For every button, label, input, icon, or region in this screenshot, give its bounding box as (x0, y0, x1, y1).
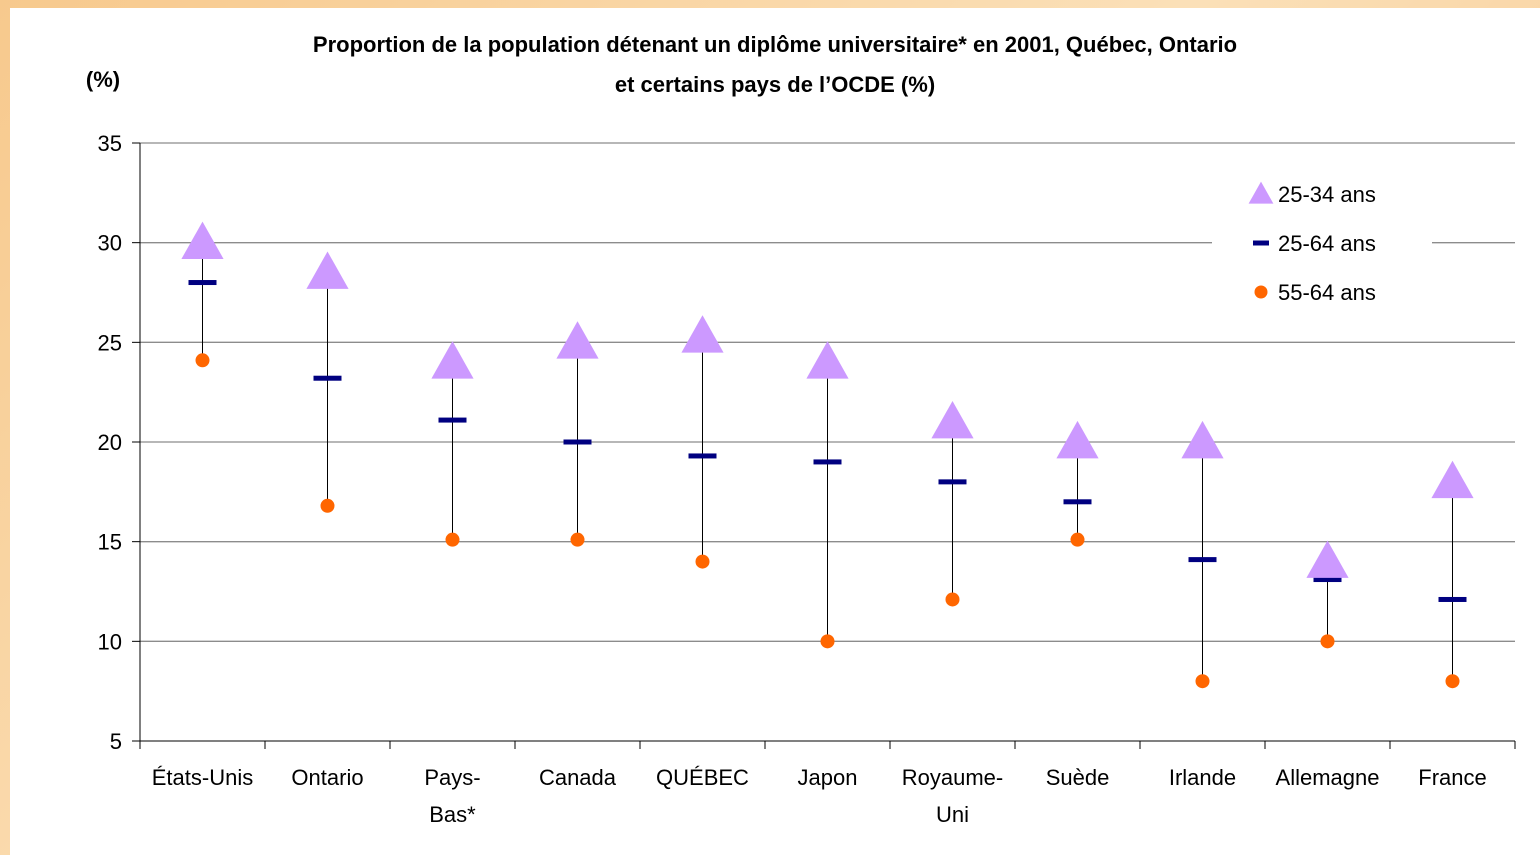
triangle-marker-25-34 (806, 341, 849, 379)
circle-marker-55-64 (1195, 674, 1210, 689)
legend-dash-icon (1253, 240, 1269, 246)
data-marks (181, 221, 1474, 689)
circle-marker-55-64 (1320, 634, 1335, 649)
x-category-label: Pays- (424, 765, 480, 790)
triangle-marker-25-34 (1181, 420, 1224, 459)
circle-marker-55-64 (445, 532, 460, 547)
dash-marker-25-64 (688, 453, 717, 459)
triangle-marker-25-34 (1306, 540, 1349, 578)
triangle-marker-25-34 (431, 341, 474, 379)
y-tick-label: 15 (98, 530, 122, 555)
x-category-label: Japon (798, 765, 858, 790)
dash-marker-25-64 (1313, 577, 1342, 583)
dash-marker-25-64 (1438, 596, 1467, 602)
y-tick-label: 20 (98, 430, 122, 455)
circle-marker-55-64 (570, 532, 585, 547)
x-category-label: États-Unis (152, 765, 253, 790)
x-category-label: Uni (936, 802, 969, 827)
circle-marker-55-64 (1070, 532, 1085, 547)
x-category-label: QUÉBEC (656, 765, 749, 790)
dash-marker-25-64 (313, 375, 342, 381)
legend-label: 25-64 ans (1278, 231, 1376, 256)
chart-title-line2: et certains pays de l’OCDE (%) (615, 72, 935, 97)
legend-circle-icon (1254, 285, 1268, 299)
triangle-marker-25-34 (1056, 420, 1099, 459)
y-tick-label: 25 (98, 330, 122, 355)
dash-marker-25-64 (1063, 499, 1092, 505)
triangle-marker-25-34 (556, 321, 599, 359)
triangle-marker-25-34 (306, 251, 349, 289)
x-category-label: Irlande (1169, 765, 1236, 790)
legend-label: 55-64 ans (1278, 280, 1376, 305)
triangle-marker-25-34 (931, 400, 974, 439)
circle-marker-55-64 (945, 592, 960, 607)
legend: 25-34 ans 25-64 ans 55-64 ans (1248, 181, 1376, 305)
x-category-label: Royaume- (902, 765, 1003, 790)
circle-marker-55-64 (1445, 674, 1460, 689)
circle-marker-55-64 (320, 498, 335, 513)
legend-label: 25-34 ans (1278, 182, 1376, 207)
y-tick-label: 35 (98, 131, 122, 156)
x-category-label: France (1418, 765, 1486, 790)
y-tick-label: 10 (98, 629, 122, 654)
x-category-label: Ontario (291, 765, 363, 790)
x-category-label: Bas* (429, 802, 476, 827)
x-category-label: Allemagne (1276, 765, 1380, 790)
y-axis-label: (%) (86, 67, 120, 92)
circle-marker-55-64 (695, 554, 710, 569)
legend-triangle-icon (1248, 181, 1274, 204)
dash-marker-25-64 (1188, 557, 1217, 563)
dash-marker-25-64 (938, 479, 967, 485)
dash-marker-25-64 (813, 459, 842, 465)
x-category-label: Suède (1046, 765, 1110, 790)
y-tick-label: 30 (98, 231, 122, 256)
chart-area (10, 8, 1540, 855)
triangle-marker-25-34 (181, 221, 224, 259)
dash-marker-25-64 (188, 280, 217, 286)
x-category-label: Canada (539, 765, 617, 790)
triangle-marker-25-34 (681, 315, 724, 353)
dash-marker-25-64 (438, 417, 467, 423)
y-tick-label: 5 (110, 729, 122, 754)
axes: 5 10 15 20 25 30 35 États-Unis Ontario Pays- Bas* C… (98, 131, 1516, 827)
circle-marker-55-64 (195, 353, 210, 368)
chart-title-line1: Proportion de la population détenant un … (313, 32, 1237, 57)
circle-marker-55-64 (820, 634, 835, 649)
dash-marker-25-64 (563, 439, 592, 445)
triangle-marker-25-34 (1431, 460, 1474, 499)
